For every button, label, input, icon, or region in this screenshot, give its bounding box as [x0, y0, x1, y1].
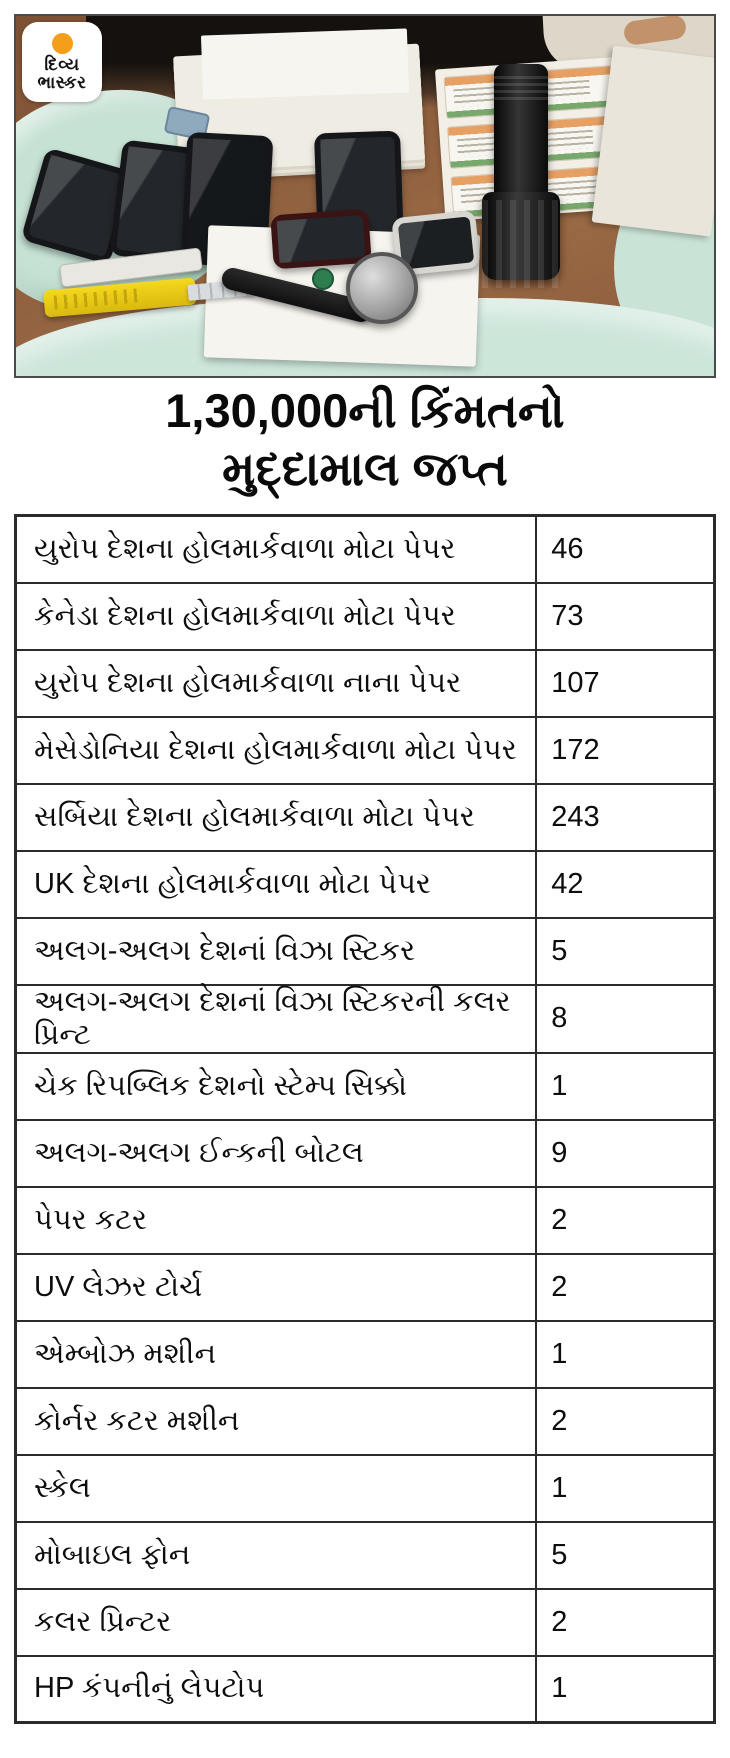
item-count: 2 [535, 1386, 716, 1456]
uv-torch-body [494, 64, 548, 196]
item-count: 1 [535, 1654, 716, 1724]
table-row: સ્કેલ 1 [14, 1453, 716, 1523]
item-label: સ્કેલ [14, 1453, 538, 1523]
table-row: પેપર કટર 2 [14, 1185, 716, 1255]
headline-line2: મુદ્દામાલ જપ્ત [222, 442, 508, 495]
table-row: મેસેડોનિયા દેશના હોલમાર્કવાળા મોટા પેપર 1… [14, 715, 716, 785]
item-label: યુરોપ દેશના હોલમાર્કવાળા મોટા પેપર [14, 514, 538, 584]
item-label: અલગ-અલગ ઈન્કની બોટલ [14, 1118, 538, 1188]
evidence-photo: દિવ્ય ભાસ્કર [14, 14, 716, 378]
table-row: કેનેડા દેશના હોલમાર્કવાળા મોટા પેપર 73 [14, 581, 716, 651]
table-row: UK દેશના હોલમાર્કવાળા મોટા પેપર 42 [14, 849, 716, 919]
item-count: 1 [535, 1453, 716, 1523]
table-row: UV લેઝર ટોર્ચ 2 [14, 1252, 716, 1322]
item-count: 2 [535, 1185, 716, 1255]
paper-sheet-top [200, 28, 410, 100]
table-row: યુરોપ દેશના હોલમાર્કવાળા મોટા પેપર 46 [14, 514, 716, 584]
table-row: HP કંપનીનું લેપટોપ 1 [14, 1654, 716, 1724]
logo-text-line1: દિવ્ય [44, 54, 80, 74]
item-count: 172 [535, 715, 716, 785]
emboss-stamp-head [346, 252, 418, 324]
item-count: 5 [535, 916, 716, 986]
item-label: કોર્નર કટર મશીન [14, 1386, 538, 1456]
item-count: 1 [535, 1319, 716, 1389]
item-label: એમ્બોઝ મશીન [14, 1319, 538, 1389]
table-row: યુરોપ દેશના હોલમાર્કવાળા નાના પેપર 107 [14, 648, 716, 718]
item-count: 107 [535, 648, 716, 718]
table-row: ચેક રિપબ્લિક દેશનો સ્ટેમ્પ સિક્કો 1 [14, 1051, 716, 1121]
headline-line1: 1,30,000ની કિંમતનો [165, 384, 565, 437]
item-label: કેનેડા દેશના હોલમાર્કવાળા મોટા પેપર [14, 581, 538, 651]
item-label: ચેક રિપબ્લિક દેશનો સ્ટેમ્પ સિક્કો [14, 1051, 538, 1121]
uv-torch-head [482, 192, 560, 288]
table-row: અલગ-અલગ દેશનાં વિઝા સ્ટિકર 5 [14, 916, 716, 986]
item-count: 2 [535, 1587, 716, 1657]
table-row: કલર પ્રિન્ટર 2 [14, 1587, 716, 1657]
folded-papers [591, 45, 714, 237]
item-label: મેસેડોનિયા દેશના હોલમાર્કવાળા મોટા પેપર [14, 715, 538, 785]
seized-items-table: યુરોપ દેશના હોલમાર્કવાળા મોટા પેપર 46 કેને… [14, 514, 716, 1724]
item-count: 46 [535, 514, 716, 584]
table-row: કોર્નર કટર મશીન 2 [14, 1386, 716, 1456]
table-row: અલગ-અલગ ઈન્કની બોટલ 9 [14, 1118, 716, 1188]
item-label: અલગ-અલગ દેશનાં વિઝા સ્ટિકર [14, 916, 538, 986]
logo-text-line2: ભાસ્કર [37, 72, 87, 92]
mobile-phone-5 [270, 208, 372, 270]
item-label: પેપર કટર [14, 1185, 538, 1255]
table-row: મોબાઇલ ફોન 5 [14, 1520, 716, 1590]
item-count: 9 [535, 1118, 716, 1188]
item-count: 1 [535, 1051, 716, 1121]
divya-bhaskar-logo: દિવ્ય ભાસ્કર [22, 22, 102, 102]
item-label: યુરોપ દેશના હોલમાર્કવાળા નાના પેપર [14, 648, 538, 718]
item-label: HP કંપનીનું લેપટોપ [14, 1654, 538, 1724]
item-label: અલગ-અલગ દેશનાં વિઝા સ્ટિકરની કલર પ્રિન્ટ [14, 983, 538, 1054]
table-row: એમ્બોઝ મશીન 1 [14, 1319, 716, 1389]
item-label: UK દેશના હોલમાર્કવાળા મોટા પેપર [14, 849, 538, 919]
item-count: 243 [535, 782, 716, 852]
item-label: મોબાઇલ ફોન [14, 1520, 538, 1590]
table-row: અલગ-અલગ દેશનાં વિઝા સ્ટિકરની કલર પ્રિન્ટ… [14, 983, 716, 1054]
seized-items-table-body: યુરોપ દેશના હોલમાર્કવાળા મોટા પેપર 46 કેને… [14, 514, 716, 1724]
item-label: સર્બિયા દેશના હોલમાર્કવાળા મોટા પેપર [14, 782, 538, 852]
item-label: કલર પ્રિન્ટર [14, 1587, 538, 1657]
sun-icon [51, 32, 73, 54]
item-count: 42 [535, 849, 716, 919]
item-count: 8 [535, 983, 716, 1054]
ink-bottle-cap [312, 268, 334, 290]
table-row: સર્બિયા દેશના હોલમાર્કવાળા મોટા પેપર 243 [14, 782, 716, 852]
headline: 1,30,000ની કિંમતનો મુદ્દામાલ જપ્ત [0, 382, 730, 498]
item-label: UV લેઝર ટોર્ચ [14, 1252, 538, 1322]
item-count: 73 [535, 581, 716, 651]
item-count: 5 [535, 1520, 716, 1590]
item-count: 2 [535, 1252, 716, 1322]
